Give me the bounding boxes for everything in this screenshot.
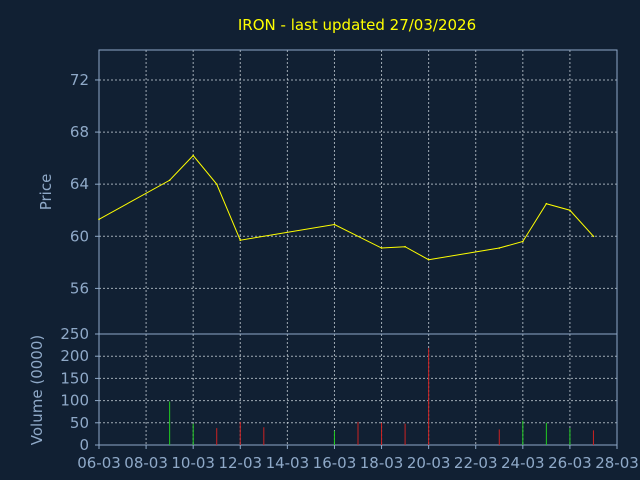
date-tick-label: 14-03 (266, 454, 310, 472)
price-panel: 56 60 64 68 72 250 Price (37, 49, 618, 343)
price-point (404, 245, 406, 248)
date-tick-label: 10-03 (171, 454, 215, 472)
volume-tick-label: 100 (60, 392, 89, 410)
price-point (545, 202, 548, 205)
price-point (168, 179, 171, 182)
price-point (427, 258, 430, 261)
price-point (498, 247, 501, 249)
date-tick-label: 08-03 (124, 454, 168, 472)
price-point (239, 239, 242, 242)
date-tick-label: 20-03 (407, 454, 451, 472)
date-tick-label: 22-03 (454, 454, 498, 472)
date-tick-label: 28-03 (595, 454, 639, 472)
volume-y-axis: 0 50 100 150 200 (60, 333, 99, 454)
volume-tick-label: 50 (70, 414, 89, 432)
price-tick-label: 72 (70, 71, 89, 89)
price-panel-frame (98, 49, 618, 335)
price-tick-label: 64 (70, 175, 89, 193)
price-tick-label: 56 (70, 279, 89, 297)
price-point (380, 247, 383, 249)
date-tick-label: 18-03 (360, 454, 404, 472)
volume-tick-label: 150 (60, 369, 89, 387)
date-tick-label: 16-03 (313, 454, 357, 472)
volume-panel: 0 50 100 150 200 Volume (0000) (28, 333, 618, 454)
price-point (592, 235, 595, 238)
price-point (522, 240, 524, 243)
volume-axis-title: Volume (0000) (28, 335, 46, 445)
volume-series (169, 348, 594, 445)
date-tick-label: 06-03 (77, 454, 121, 472)
chart-title: IRON - last updated 27/03/2026 (238, 16, 476, 34)
date-tick-label: 12-03 (218, 454, 262, 472)
date-tick-label: 26-03 (548, 454, 592, 472)
price-tick-label: 60 (70, 227, 89, 245)
price-y-axis: 56 60 64 68 72 250 (60, 71, 99, 343)
price-point (569, 209, 571, 212)
price-point (192, 154, 194, 157)
volume-tick-label: 200 (60, 347, 89, 365)
price-point (333, 223, 336, 226)
price-point (98, 218, 100, 221)
volume-tick-label: 250 (60, 325, 89, 343)
price-grid (99, 50, 617, 334)
price-axis-title: Price (37, 174, 55, 211)
price-line (98, 154, 594, 261)
date-tick-label: 24-03 (501, 454, 545, 472)
price-tick-label: 68 (70, 123, 89, 141)
volume-tick-label: 0 (79, 436, 89, 454)
date-axis: 06-03 08-03 10-03 12-03 14-03 16-03 18-03 20-03… (77, 445, 639, 472)
price-point (215, 183, 218, 185)
price-series (98, 154, 595, 261)
